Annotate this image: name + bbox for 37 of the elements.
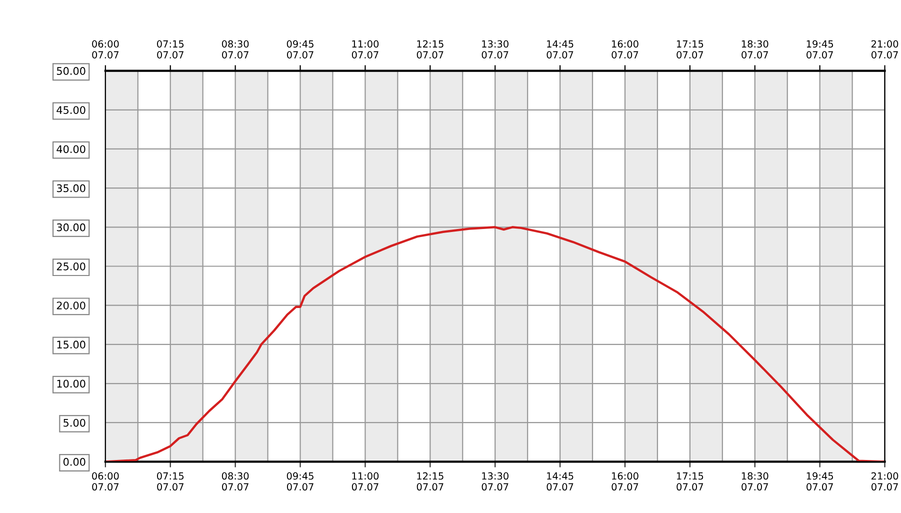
y-tick-label: 10.00 [57, 380, 86, 388]
x-tick-label: 21:00 07.07 [871, 472, 898, 491]
x2-tick-label: 12:15 07.07 [416, 40, 444, 58]
x-tick-label: 17:15 07.07 [676, 472, 704, 491]
y-tick-label: 50.00 [56, 67, 86, 75]
x-tick-label: 12:15 07.07 [416, 472, 444, 491]
y-tick-label: 25.00 [56, 262, 86, 270]
x2-tick-label: 08:30 07.07 [222, 40, 249, 58]
x2-tick-label: 09:45 07.07 [286, 40, 314, 58]
x2-tick-label: 21:00 07.07 [871, 40, 898, 58]
y-tick-label: 15.00 [57, 340, 86, 349]
x-tick-label: 06:00 07.07 [92, 472, 119, 491]
y-tick-label: 45.00 [56, 106, 86, 114]
y-tick-label: 20.00 [56, 302, 86, 310]
x2-tick-label: 11:00 07.07 [352, 40, 379, 58]
x2-tick-label: 06:00 07.07 [92, 40, 119, 58]
x2-tick-label: 16:00 07.07 [612, 40, 638, 58]
x-tick-label: 11:00 07.07 [352, 472, 379, 491]
y-tick-label: 0.00 [63, 458, 86, 466]
x2-tick-label: 18:30 07.07 [742, 40, 768, 58]
y-tick-label: 5.00 [64, 418, 86, 427]
x-tick-label: 16:00 07.07 [612, 472, 638, 491]
x-tick-label: 19:45 07.07 [806, 472, 833, 491]
x2-tick-label: 17:15 07.07 [676, 40, 704, 58]
x-tick-label: 18:30 07.07 [742, 472, 768, 491]
x2-tick-label: 14:45 07.07 [546, 40, 574, 58]
x2-tick-label: 13:30 07.07 [482, 40, 508, 58]
x-tick-label: 09:45 07.07 [286, 472, 314, 491]
x-tick-label: 14:45 07.07 [546, 472, 574, 491]
y-tick-label: 40.00 [56, 145, 86, 154]
x-tick-label: 08:30 07.07 [222, 472, 249, 491]
y-tick-label: 30.00 [56, 223, 86, 232]
x2-tick-label: 07:15 07.07 [156, 40, 184, 58]
x2-tick-label: 19:45 07.07 [806, 40, 833, 58]
x-tick-label: 07:15 07.07 [156, 472, 184, 491]
y-tick-label: 35.00 [56, 184, 86, 192]
x-tick-label: 13:30 07.07 [482, 472, 508, 491]
